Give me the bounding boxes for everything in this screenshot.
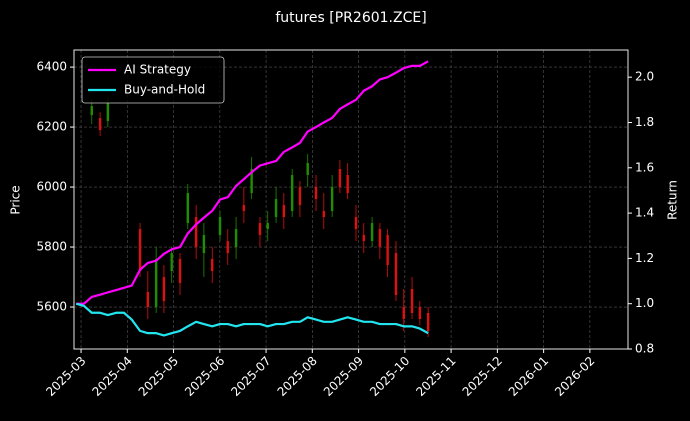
candle-body	[234, 229, 238, 248]
candle-body	[298, 187, 302, 206]
candle-body	[418, 307, 422, 320]
legend-box	[81, 56, 225, 104]
candle-body	[354, 217, 358, 230]
candle-body	[266, 223, 269, 230]
y-tick-label: 5600	[36, 300, 67, 314]
candle-body	[258, 223, 262, 236]
series-line	[75, 302, 429, 337]
candle-body	[162, 277, 166, 302]
x-tick-label: 2025-09	[321, 354, 366, 399]
candle-body	[386, 235, 389, 266]
x-tick-label: 2025-10	[367, 354, 412, 399]
x-tick-label: 2025-03	[43, 354, 88, 399]
candle-body	[218, 217, 222, 236]
y2-tick-label: 1.0	[635, 296, 654, 310]
y-tick-label: 6200	[36, 120, 67, 134]
y2-axis-label: Return	[666, 180, 680, 220]
y2-tick-label: 0.8	[635, 342, 654, 356]
x-tick-label: 2025-12	[460, 354, 505, 399]
candle-body	[242, 205, 246, 212]
candle-body	[98, 118, 102, 131]
x-tick-label: 2026-02	[552, 354, 597, 399]
candle-body	[154, 259, 158, 308]
candle-body	[410, 289, 414, 314]
candle-body	[426, 313, 430, 332]
x-tick-label: 2025-05	[136, 354, 181, 399]
candle-body	[306, 163, 309, 176]
candle-body	[186, 193, 189, 224]
candle-body	[314, 187, 318, 200]
candle-body	[378, 229, 382, 248]
candle-body	[362, 235, 365, 242]
candle-body	[178, 259, 182, 284]
y2-tick-label: 1.8	[635, 115, 654, 129]
candle-body	[274, 199, 278, 218]
y-tick-label: 5800	[36, 240, 67, 254]
candle-body	[322, 211, 325, 218]
candle-body	[330, 187, 334, 212]
candle-body	[346, 175, 349, 194]
chart-title: futures [PR2601.ZCE]	[275, 10, 426, 26]
candle-body	[90, 106, 93, 116]
y2-tick-label: 2.0	[635, 70, 654, 84]
y2-tick-label: 1.6	[635, 160, 654, 174]
x-tick-label: 2025-08	[275, 354, 320, 399]
candle-body	[138, 229, 142, 272]
candle-body	[402, 307, 405, 320]
x-tick-label: 2025-07	[228, 354, 273, 399]
candle-body	[106, 103, 110, 122]
candle-body	[370, 223, 374, 242]
candle-body	[146, 292, 150, 308]
series-line	[76, 60, 429, 305]
candle-body	[290, 175, 294, 212]
candle-body	[226, 241, 229, 254]
y-axis-label: Price	[9, 185, 23, 214]
plot-frame	[73, 49, 629, 350]
legend-label: Buy-and-Hold	[124, 83, 205, 97]
candle-body	[338, 169, 342, 188]
legend-label: AI Strategy	[124, 63, 191, 77]
x-tick-label: 2025-04	[90, 354, 135, 399]
x-tick-label: 2025-11	[413, 354, 458, 399]
y2-tick-label: 1.4	[635, 206, 654, 220]
y2-tick-label: 1.2	[635, 251, 654, 265]
candle-body	[202, 235, 206, 254]
candle-body	[282, 205, 286, 218]
candle-body	[211, 259, 214, 272]
candle-body	[170, 253, 173, 272]
x-tick-label: 2026-01	[506, 354, 551, 399]
candle-body	[394, 253, 398, 296]
candle-body	[194, 217, 198, 248]
candle-body	[250, 169, 253, 194]
y-tick-label: 6000	[36, 180, 67, 194]
x-tick-label: 2025-06	[182, 354, 227, 399]
y-tick-label: 6400	[36, 60, 67, 74]
